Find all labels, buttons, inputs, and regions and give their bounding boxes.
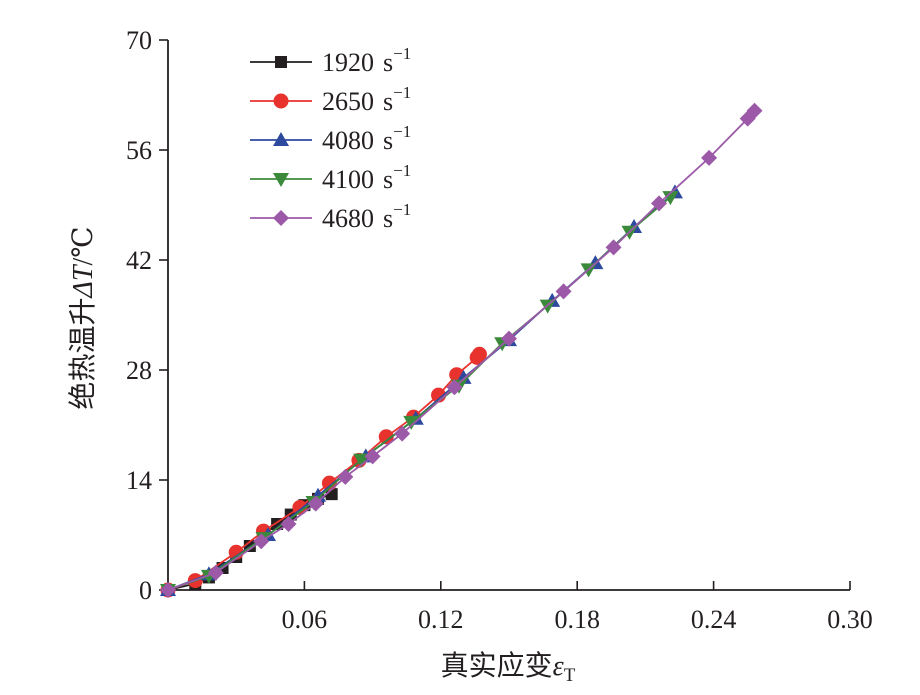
y-axis-title: 绝热温升ΔT/℃ — [67, 226, 99, 409]
legend-series-name: 2650 — [322, 87, 374, 116]
legend-swatch-marker — [273, 210, 289, 226]
x-axis-title-text: 真实应变 — [441, 650, 553, 682]
legend-series-name: 1920 — [322, 48, 374, 77]
x-tick-label: 0.24 — [691, 605, 737, 634]
data-point — [307, 495, 324, 512]
x-tick-label: 0.06 — [282, 605, 328, 634]
y-axis-title-text: 绝热温升 — [67, 298, 99, 410]
legend-unit: s — [383, 126, 393, 155]
legend-series-name: 4680 — [322, 204, 374, 233]
data-point — [292, 500, 308, 515]
data-point — [501, 330, 517, 347]
x-axis-title: 真实应变εT — [441, 650, 576, 686]
x-tick-label: 0.12 — [418, 605, 464, 634]
legend-label: 4080 s−1 — [322, 122, 411, 155]
legend-swatch-marker — [273, 132, 289, 146]
legend-label: 2650 s−1 — [322, 83, 411, 116]
data-point — [403, 415, 420, 430]
y-tick-label: 70 — [126, 26, 152, 55]
y-axis-title-unit: /℃ — [68, 226, 99, 265]
legend-series-name: 4100 — [322, 165, 374, 194]
legend-label: 1920 s−1 — [322, 44, 411, 77]
data-point — [353, 453, 370, 468]
data-point — [746, 102, 763, 119]
data-point — [605, 239, 622, 256]
data-point — [337, 468, 354, 485]
legend-label: 4100 s−1 — [322, 161, 411, 194]
data-point — [555, 283, 572, 300]
data-point — [471, 346, 487, 362]
legend-unit-exponent: −1 — [393, 83, 411, 102]
x-axis-title-symbol: ε — [553, 651, 564, 682]
data-point — [446, 379, 463, 396]
x-axis-title-subscript: T — [564, 665, 576, 686]
x-tick-label: 0.30 — [827, 605, 873, 634]
legend-unit: s — [383, 48, 393, 77]
legend-entry: 1920 s−1 — [250, 44, 411, 77]
data-point — [378, 429, 394, 445]
data-point — [662, 191, 679, 206]
y-tick-label: 28 — [126, 356, 152, 385]
series-2650 — [160, 346, 487, 598]
data-point — [284, 508, 297, 521]
data-point — [701, 149, 718, 166]
series-4100 — [160, 191, 679, 598]
y-ticks: 0 14 28 42 56 70 — [126, 26, 168, 605]
series-4080 — [160, 184, 683, 596]
y-tick-label: 42 — [126, 246, 152, 275]
data-point — [539, 299, 556, 314]
legend-unit-exponent: −1 — [393, 44, 411, 63]
data-point — [364, 448, 381, 465]
series-layer — [160, 102, 763, 598]
legend-swatch-marker — [275, 56, 287, 68]
legend-unit: s — [383, 87, 393, 116]
legend-swatch-marker — [273, 173, 289, 187]
y-tick-label: 14 — [126, 466, 152, 495]
y-tick-label: 0 — [139, 576, 152, 605]
legend-entry: 2650 s−1 — [250, 83, 411, 116]
data-point — [280, 516, 297, 532]
x-ticks: 0.06 0.12 0.18 0.24 0.30 — [282, 581, 873, 634]
data-point — [253, 533, 270, 550]
legend-unit-exponent: −1 — [393, 200, 411, 219]
y-tick-label: 56 — [126, 136, 152, 165]
legend-label: 4680 s−1 — [322, 200, 411, 233]
legend-entry: 4680 s−1 — [250, 200, 411, 233]
x-tick-label: 0.18 — [554, 605, 600, 634]
plot-area: 0 14 28 42 56 70 0.06 0.12 0.18 0.24 0.30 — [126, 26, 873, 634]
series-line — [167, 191, 676, 591]
legend-unit: s — [383, 165, 393, 194]
data-point — [651, 195, 668, 212]
legend-unit-exponent: −1 — [393, 161, 411, 180]
series-line — [167, 110, 756, 591]
legend-series-name: 4080 — [322, 126, 374, 155]
y-axis-title-symbol: ΔT — [68, 263, 99, 298]
series-line — [167, 353, 481, 591]
legend-entry: 4100 s−1 — [250, 161, 411, 194]
series-4680 — [160, 102, 763, 598]
legend-unit-exponent: −1 — [393, 122, 411, 141]
legend-entry: 4080 s−1 — [250, 122, 411, 155]
data-point — [207, 564, 224, 581]
legend-unit: s — [383, 204, 393, 233]
data-point — [394, 425, 411, 442]
data-point — [160, 582, 176, 598]
legend-swatch-marker — [273, 93, 289, 109]
